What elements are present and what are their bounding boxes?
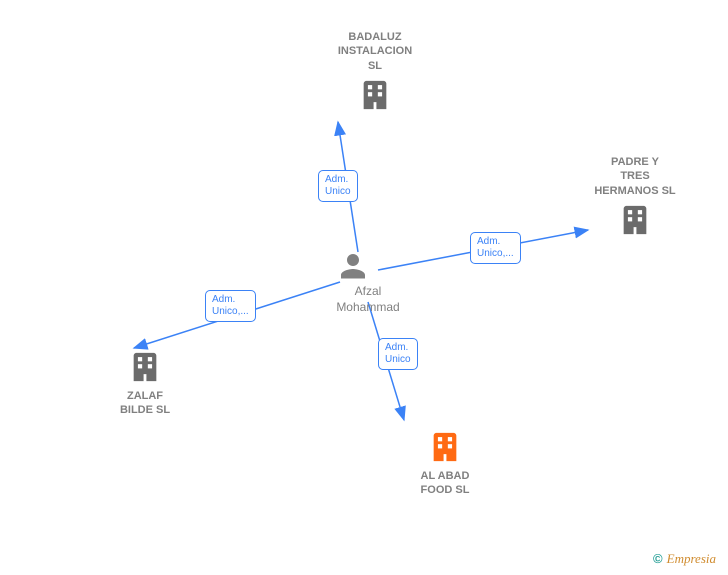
- company-label: PADRE YTRESHERMANOS SL: [580, 155, 690, 198]
- watermark-brand: Empresia: [667, 551, 716, 566]
- company-node-badaluz[interactable]: BADALUZINSTALACIONSL: [320, 30, 430, 117]
- edge-label: Adm. Unico: [318, 170, 358, 202]
- center-node-label: AfzalMohammad: [320, 284, 416, 315]
- edge-label: Adm. Unico: [378, 338, 418, 370]
- person-icon: [338, 250, 398, 282]
- copyright-symbol: ©: [653, 551, 663, 566]
- edge-label: Adm. Unico,...: [205, 290, 256, 322]
- building-icon: [90, 349, 200, 385]
- edge-label: Adm. Unico,...: [470, 232, 521, 264]
- building-icon: [320, 77, 430, 113]
- company-node-alabad[interactable]: AL ABADFOOD SL: [390, 425, 500, 498]
- company-node-zalaf[interactable]: ZALAFBILDE SL: [90, 345, 200, 418]
- watermark: © Empresia: [653, 551, 716, 567]
- center-node-person[interactable]: [338, 250, 398, 282]
- building-icon: [390, 429, 500, 465]
- company-node-padre[interactable]: PADRE YTRESHERMANOS SL: [580, 155, 690, 242]
- company-label: AL ABADFOOD SL: [390, 469, 500, 498]
- building-icon: [580, 202, 690, 238]
- company-label: BADALUZINSTALACIONSL: [320, 30, 430, 73]
- company-label: ZALAFBILDE SL: [90, 389, 200, 418]
